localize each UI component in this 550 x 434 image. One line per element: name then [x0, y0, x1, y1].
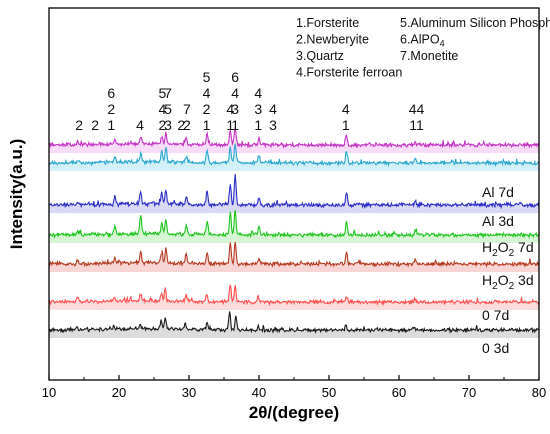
series-label: 0 7d [482, 307, 509, 323]
series-shade [49, 127, 539, 153]
peak-label: 1 [342, 117, 350, 133]
peak-label: 11 [409, 117, 424, 133]
peak-label: 3 [254, 101, 262, 117]
peak-label: 5 [159, 85, 167, 101]
peak-label: 2 [91, 117, 99, 133]
peak-label: 4 [203, 85, 211, 101]
peak-label: 3 [164, 117, 172, 133]
series-line [48, 127, 540, 149]
peak-label: 1 [231, 117, 239, 133]
plot-frame [48, 7, 540, 381]
x-axis-ticks: 10 20 30 40 50 60 70 80 [42, 375, 546, 400]
series-label: H2O2 3d [482, 272, 534, 292]
legend-entry: 6.AlPO4 [400, 33, 445, 49]
peak-label: 2 [183, 117, 191, 133]
series-shade [49, 241, 539, 272]
peak-label: 3 [231, 101, 239, 117]
peak-label: 5 [164, 101, 172, 117]
peak-label: 4 [269, 101, 277, 117]
x-tick-label: 70 [462, 385, 476, 400]
peak-label: 1 [107, 117, 115, 133]
series-label: Al 7d [482, 184, 514, 200]
series-lines-layer [48, 127, 540, 335]
series-line [48, 143, 540, 168]
series-shade [49, 210, 539, 243]
series-line [48, 311, 540, 335]
x-tick-label: 80 [532, 385, 546, 400]
peak-label: 1 [254, 117, 262, 133]
peak-label: 7 [183, 101, 191, 117]
x-tick-label: 20 [112, 385, 126, 400]
peak-label: 2 [177, 117, 185, 133]
peak-label: 5 [203, 69, 211, 85]
peak-label: 4 [254, 85, 262, 101]
series-shade [49, 284, 539, 310]
series-label: Al 3d [482, 213, 514, 229]
x-axis-title: 2θ/(degree) [249, 403, 339, 422]
peak-label: 44 [409, 101, 425, 117]
series-line [48, 241, 540, 268]
x-tick-label: 50 [322, 385, 336, 400]
series-line [48, 284, 540, 307]
peak-label: 4 [231, 85, 239, 101]
peak-label: 1 [226, 117, 234, 133]
legend-entry: 7.Monetite [400, 49, 458, 63]
peak-label: 4 [226, 101, 234, 117]
series-shade [49, 311, 539, 338]
peak-label: 2 [75, 117, 83, 133]
x-tick-label: 40 [252, 385, 266, 400]
peak-label: 2 [159, 117, 167, 133]
x-tick-label: 60 [392, 385, 406, 400]
peak-label: 4 [136, 117, 144, 133]
series-labels: 0 3d 0 7d H2O2 3d H2O2 7d Al 3d Al 7d [482, 184, 534, 356]
y-axis-title: Intensity(a.u.) [7, 139, 26, 250]
x-tick-label: 30 [182, 385, 196, 400]
series-line [48, 173, 540, 210]
peak-label: 1 [203, 117, 211, 133]
series-label: H2O2 7d [482, 239, 534, 259]
legend-entry: 5.Aluminum Silicon Phosphate [400, 16, 550, 30]
peak-label: 3 [269, 117, 277, 133]
peak-label: 4 [342, 101, 350, 117]
legend-entry: 3.Quartz [296, 49, 344, 63]
series-line [48, 209, 540, 240]
series-shade [49, 174, 539, 213]
legend-entry: 4.Forsterite ferroan [296, 66, 402, 80]
peak-label: 6 [107, 85, 115, 101]
x-tick-label: 10 [42, 385, 56, 400]
peak-label: 6 [231, 69, 239, 85]
legend-entry: 2.Newberyite [296, 33, 369, 47]
series-label: 0 3d [482, 340, 509, 356]
legend: 1.Forsterite 5.Aluminum Silicon Phosphate… [296, 16, 550, 80]
peak-label: 2 [107, 101, 115, 117]
peak-label: 4 [159, 101, 167, 117]
peak-label: 7 [164, 85, 172, 101]
legend-entry: 1.Forsterite [296, 16, 359, 30]
peak-label: 2 [203, 101, 211, 117]
series-shade [49, 143, 539, 171]
